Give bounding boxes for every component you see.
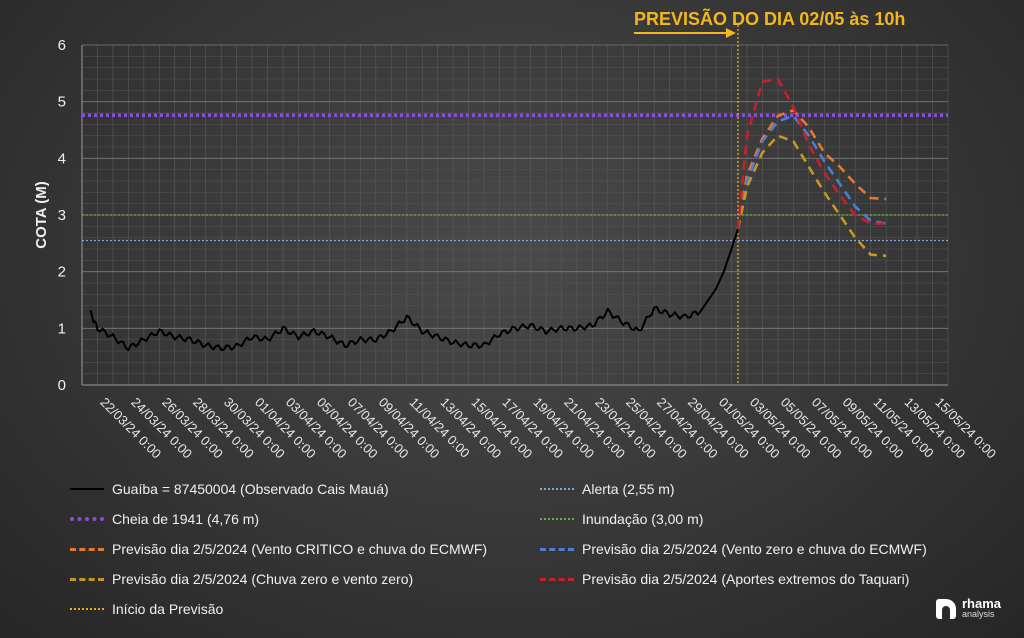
forecast-series-line bbox=[736, 108, 887, 230]
brand-sub: analysis bbox=[962, 609, 995, 619]
legend-item: Previsão dia 2/5/2024 (Vento zero e chuv… bbox=[540, 538, 980, 560]
legend-swatch bbox=[70, 547, 104, 551]
legend-swatch bbox=[540, 488, 574, 490]
legend-label: Previsão dia 2/5/2024 (Vento CRITICO e c… bbox=[112, 541, 488, 557]
legend-label: Cheia de 1941 (4,76 m) bbox=[112, 511, 260, 527]
chart-legend: Guaíba = 87450004 (Observado Cais Mauá) A… bbox=[70, 478, 990, 620]
legend-item: Guaíba = 87450004 (Observado Cais Mauá) bbox=[70, 478, 540, 500]
legend-item: Cheia de 1941 (4,76 m) bbox=[70, 508, 540, 530]
rhama-logo-icon bbox=[936, 599, 956, 619]
y-tick-label: 5 bbox=[58, 94, 66, 111]
legend-label: Previsão dia 2/5/2024 (Vento zero e chuv… bbox=[582, 541, 927, 557]
forecast-series-line bbox=[736, 134, 887, 258]
legend-label: Alerta (2,55 m) bbox=[582, 481, 675, 497]
legend-swatch bbox=[540, 577, 574, 581]
legend-item: Alerta (2,55 m) bbox=[540, 478, 980, 500]
y-tick-label: 2 bbox=[58, 264, 66, 281]
legend-swatch bbox=[70, 517, 104, 521]
legend-swatch bbox=[540, 518, 574, 520]
forecast-series-line bbox=[736, 114, 887, 230]
title-arrow-head bbox=[725, 28, 736, 38]
legend-item: Previsão dia 2/5/2024 (Chuva zero e vent… bbox=[70, 568, 540, 590]
legend-item: Inundação (3,00 m) bbox=[540, 508, 980, 530]
legend-item: Previsão dia 2/5/2024 (Vento CRITICO e c… bbox=[70, 538, 540, 560]
legend-swatch bbox=[540, 547, 574, 551]
legend-item: Início da Previsão bbox=[70, 598, 540, 620]
chart-title: PREVISÃO DO DIA 02/05 às 10h bbox=[634, 8, 905, 29]
legend-label: Guaíba = 87450004 (Observado Cais Mauá) bbox=[112, 481, 389, 497]
legend-swatch bbox=[70, 488, 104, 490]
legend-label: Previsão dia 2/5/2024 (Chuva zero e vent… bbox=[112, 571, 414, 587]
legend-label: Previsão dia 2/5/2024 (Aportes extremos … bbox=[582, 571, 910, 587]
legend-label: Início da Previsão bbox=[112, 601, 224, 617]
y-tick-label: 0 bbox=[58, 377, 66, 394]
observed-series-line bbox=[89, 228, 739, 352]
y-axis-title: COTA (M) bbox=[33, 181, 50, 248]
legend-swatch bbox=[70, 577, 104, 581]
legend-item: Previsão dia 2/5/2024 (Aportes extremos … bbox=[540, 568, 980, 590]
y-tick-label: 4 bbox=[58, 150, 66, 167]
y-tick-label: 1 bbox=[58, 320, 66, 337]
legend-label: Inundação (3,00 m) bbox=[582, 511, 704, 527]
brand-logo: rhama analysis bbox=[936, 596, 1002, 620]
legend-swatch bbox=[70, 608, 104, 610]
y-tick-label: 3 bbox=[58, 207, 66, 224]
y-tick-label: 6 bbox=[58, 37, 66, 54]
brand-name: rhama bbox=[962, 596, 1002, 611]
